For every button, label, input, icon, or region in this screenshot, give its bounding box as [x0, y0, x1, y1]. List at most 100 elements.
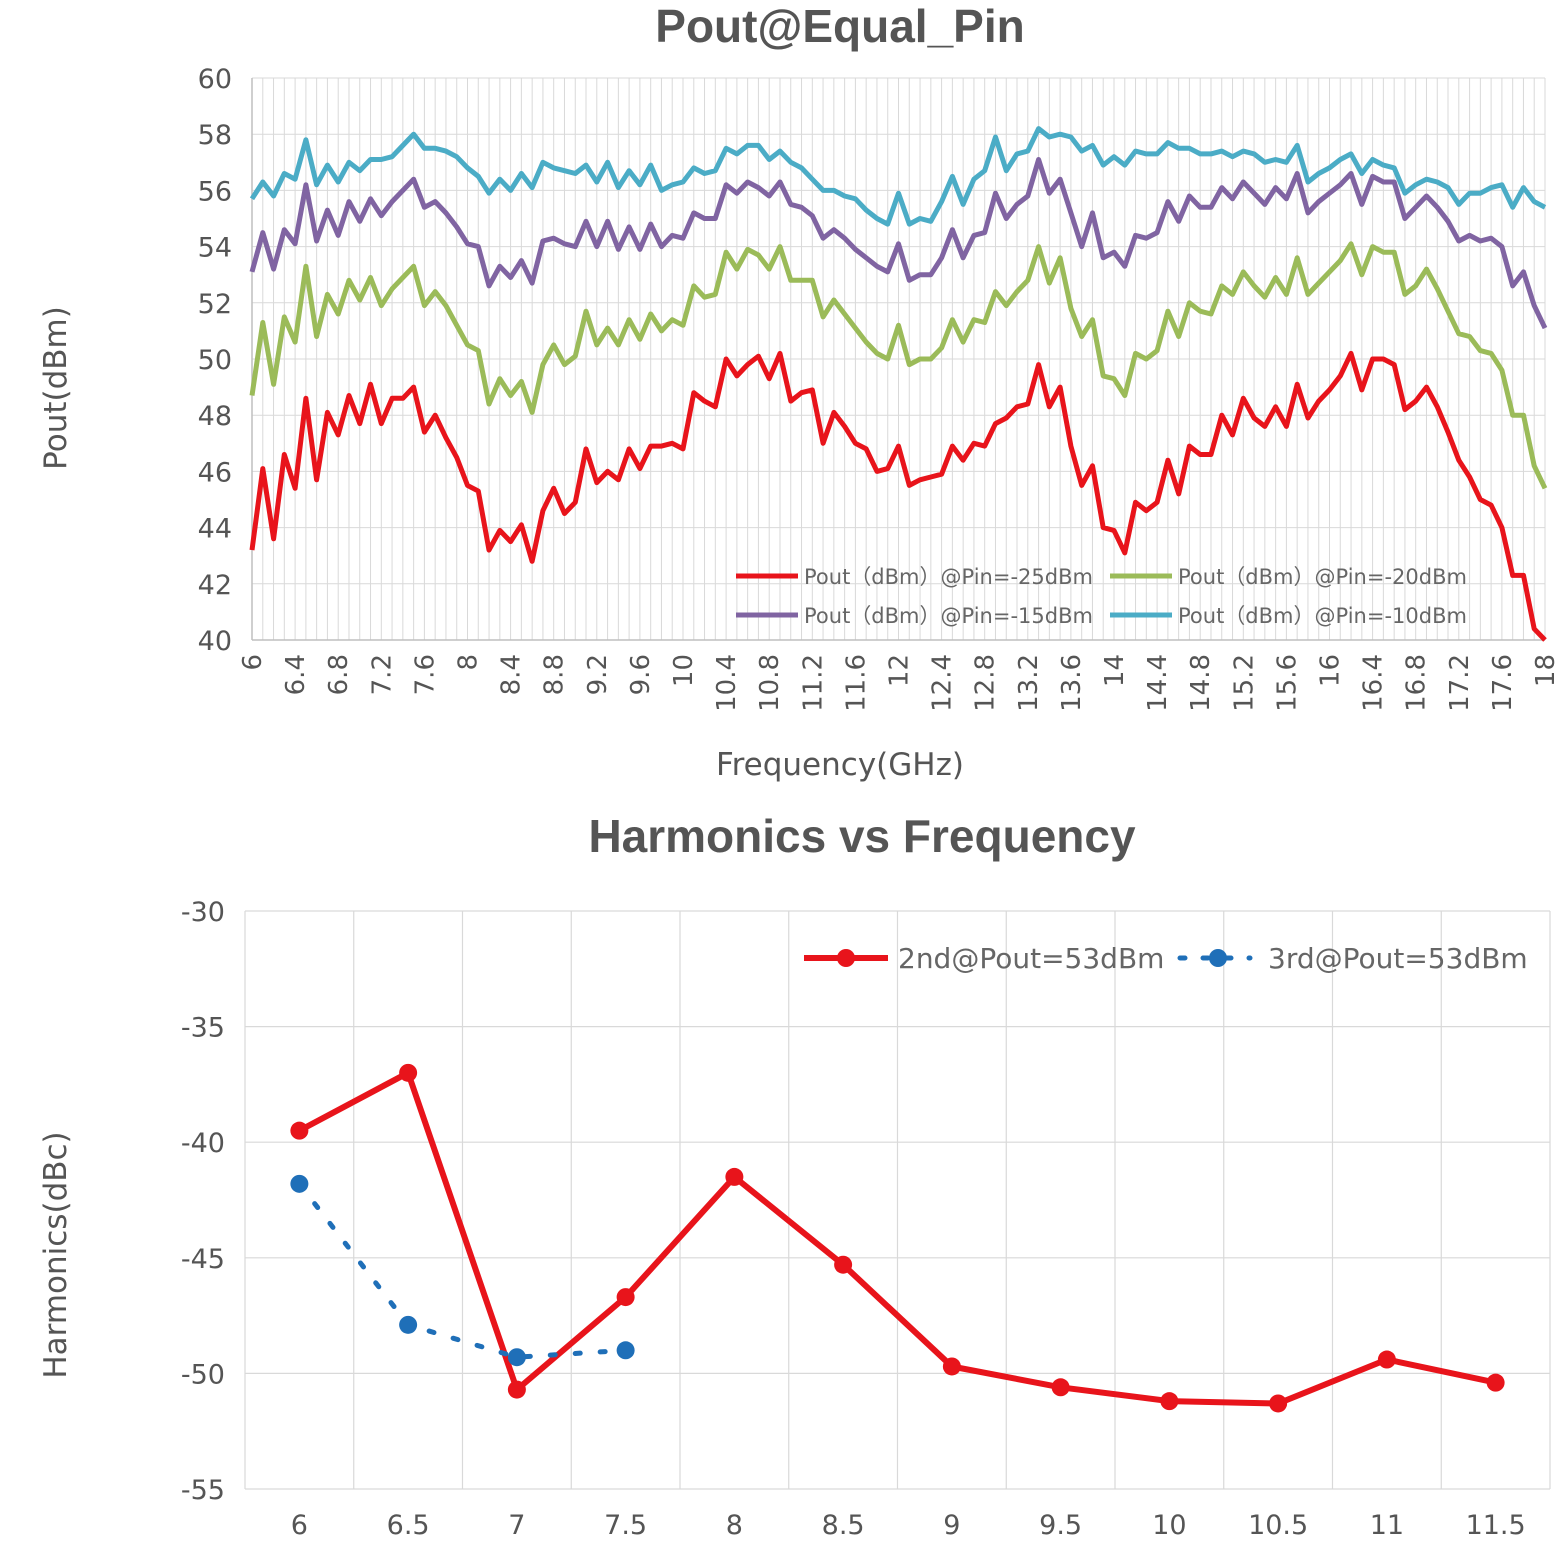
grid: [251, 77, 1546, 641]
x-axis-label: Frequency(GHz): [716, 747, 964, 783]
y-tick-label: -50: [181, 1359, 225, 1390]
y-tick-label: 48: [198, 401, 232, 432]
x-tick-label: 6: [291, 1510, 308, 1541]
x-tick-label: 6.5: [387, 1510, 430, 1541]
y-tick-label: 50: [198, 345, 232, 376]
x-tick-label: 12.4: [928, 654, 958, 712]
harmonics-chart-svg: Harmonics vs Frequency -55 -50 -45 -40 -35 -3…: [38, 810, 1551, 1541]
legend-marker: [837, 949, 855, 967]
x-tick-label: 7.6: [410, 654, 440, 695]
legend-label: Pout（dBm）@Pin=-20dBm: [1178, 565, 1467, 589]
x-tick-label: 16: [1316, 654, 1346, 687]
data-point: [616, 1288, 635, 1307]
data-point: [399, 1315, 418, 1334]
y-tick-label: 58: [198, 120, 232, 151]
x-tick-label: 12.8: [971, 654, 1001, 712]
series-line: [297, 1069, 1497, 1407]
x-tick-label: 13.2: [1014, 654, 1044, 712]
y-tick-label: 42: [198, 570, 232, 601]
y-axis-label: Pout(dBm): [38, 306, 74, 470]
x-tick-label: 10: [669, 654, 699, 687]
x-tick-label: 11.6: [841, 654, 871, 712]
x-tick-label: 16.4: [1359, 654, 1389, 712]
x-tick-label: 8.5: [822, 1510, 865, 1541]
x-tick-label: 14.4: [1143, 654, 1173, 712]
y-axis-label: Harmonics(dBc): [38, 1131, 74, 1378]
data-point: [1160, 1392, 1179, 1411]
x-tick-label: 8: [726, 1510, 743, 1541]
x-tick-label: 6.8: [324, 654, 354, 695]
data-point: [507, 1380, 526, 1399]
x-tick-label: 9: [943, 1510, 960, 1541]
chart-title: Harmonics vs Frequency: [588, 810, 1136, 862]
legend-label: Pout（dBm）@Pin=-10dBm: [1178, 604, 1467, 628]
x-tick-label: 18: [1531, 654, 1557, 687]
x-tick-label: 10.5: [1248, 1510, 1308, 1541]
x-tick-label: 8: [454, 654, 484, 671]
x-tick-label: 7: [508, 1510, 525, 1541]
y-tick-label: 52: [198, 289, 232, 320]
data-point: [1486, 1373, 1505, 1392]
x-tick-label: 15.6: [1272, 654, 1302, 712]
series-lines: [290, 1063, 1505, 1413]
y-tick-label: 44: [198, 514, 232, 545]
data-point: [290, 1121, 309, 1140]
data-point: [507, 1348, 526, 1367]
y-tick-label: 46: [198, 457, 232, 488]
legend-label: 3rd@Pout=53dBm: [1268, 942, 1528, 975]
x-tick-label: 6: [238, 654, 268, 671]
legend-label: Pout（dBm）@Pin=-15dBm: [804, 604, 1093, 628]
y-tick-label: 54: [198, 233, 232, 264]
legend-label: 2nd@Pout=53dBm: [898, 942, 1164, 975]
series-line: [249, 126, 1547, 227]
data-point: [725, 1167, 744, 1186]
y-tick-label: -40: [181, 1128, 225, 1159]
x-tick-label: 10.8: [755, 654, 785, 712]
chart-title: Pout@Equal_Pin: [655, 0, 1024, 52]
series-line: [249, 350, 1547, 642]
x-tick-label: 16.8: [1402, 654, 1432, 712]
y-tick-label: -30: [181, 897, 225, 928]
x-tick-label: 11.5: [1466, 1510, 1526, 1541]
x-tick-label: 9.2: [583, 654, 613, 695]
y-tick-label: 56: [198, 176, 232, 207]
x-tick-labels: 6 6.5 7 7.5 8 8.5 9 9.5 10 10.5 11 11.5: [291, 1510, 1526, 1541]
x-tick-label: 7.5: [604, 1510, 647, 1541]
x-tick-label: 8.4: [497, 654, 527, 695]
x-tick-label: 13.6: [1057, 654, 1087, 712]
x-tick-label: 8.8: [540, 654, 570, 695]
series-lines: [249, 126, 1548, 642]
legend-label: Pout（dBm）@Pin=-25dBm: [804, 565, 1093, 589]
data-point: [1377, 1350, 1396, 1369]
x-tick-label: 14: [1100, 654, 1130, 687]
x-tick-label: 15.2: [1229, 654, 1259, 712]
x-tick-label: 17.2: [1445, 654, 1475, 712]
x-tick-label: 10.4: [712, 654, 742, 712]
data-point: [1269, 1394, 1288, 1413]
series-line: [249, 157, 1548, 330]
x-tick-label: 11: [1370, 1510, 1404, 1541]
x-tick-label: 9.6: [626, 654, 656, 695]
data-point: [1051, 1378, 1070, 1397]
legend: 2nd@Pout=53dBm 3rd@Pout=53dBm: [804, 942, 1528, 975]
series-line: [249, 241, 1548, 490]
data-point: [942, 1357, 961, 1376]
data-point: [399, 1063, 418, 1082]
data-point: [290, 1174, 309, 1193]
y-tick-label: -35: [181, 1013, 225, 1044]
x-tick-label: 6.4: [281, 654, 311, 695]
y-tick-labels: -55 -50 -45 -40 -35 -30: [181, 897, 225, 1506]
y-tick-label: -55: [181, 1475, 225, 1506]
y-tick-label: 60: [198, 64, 232, 95]
x-tick-label: 10: [1152, 1510, 1186, 1541]
y-tick-label: 40: [198, 626, 232, 657]
x-tick-label: 14.8: [1186, 654, 1216, 712]
y-tick-labels: 40 42 44 46 48 50 52 54 56 58 60: [198, 64, 232, 657]
x-tick-label: 11.2: [798, 654, 828, 712]
x-tick-labels: 6 6.4 6.8 7.2 7.6 8 8.4 8.8 9.2 9.6 10 10.4 10.8 11.2…: [238, 654, 1557, 712]
grid: [244, 910, 1551, 1490]
legend-marker: [1209, 949, 1227, 967]
data-point: [616, 1341, 635, 1360]
y-tick-label: -45: [181, 1244, 225, 1275]
